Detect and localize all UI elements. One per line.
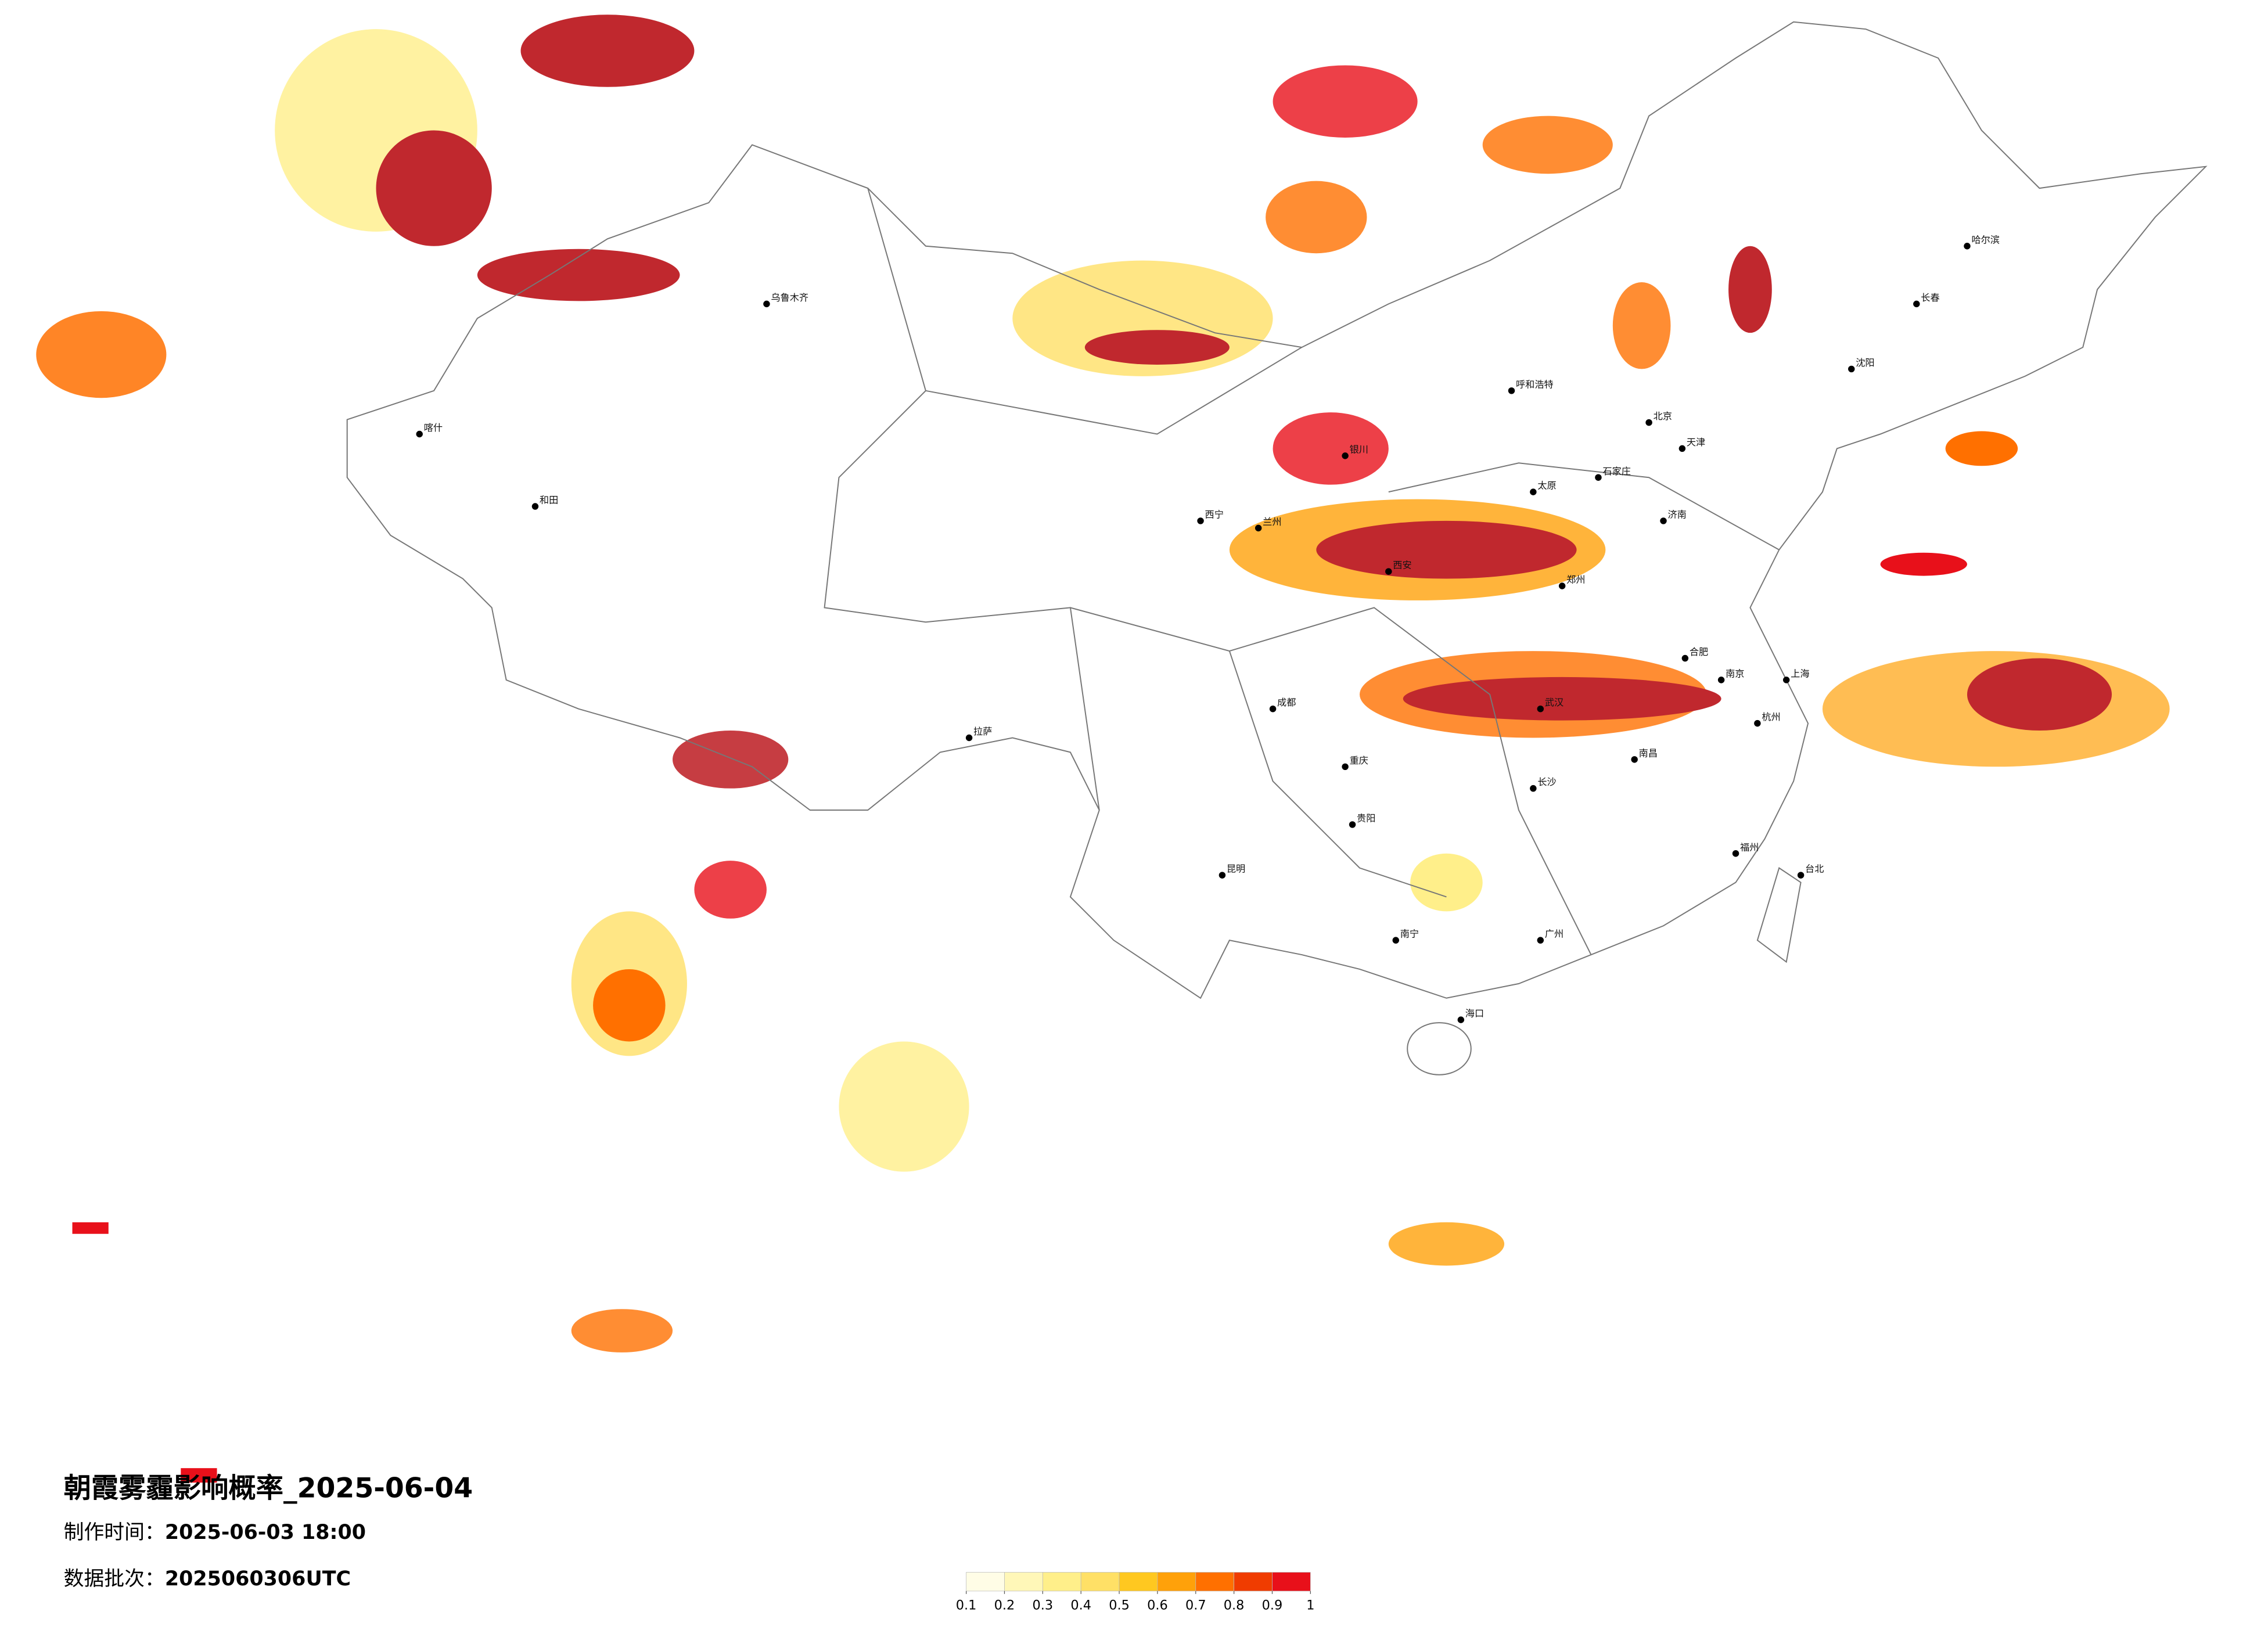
city-dot	[1457, 1016, 1465, 1023]
legend-tick-label: 0.3	[1033, 1598, 1054, 1613]
city-label: 成都	[1277, 697, 1296, 708]
legend-tick-label: 0.8	[1224, 1598, 1245, 1613]
city-dot	[1678, 445, 1686, 452]
city-label: 南宁	[1400, 929, 1419, 940]
city-label: 南京	[1726, 668, 1744, 679]
city-dot	[965, 734, 973, 742]
legend-tick-label: 0.2	[994, 1598, 1015, 1613]
city-dot	[1537, 705, 1544, 713]
city-dot	[1342, 763, 1349, 771]
city-label: 昆明	[1227, 864, 1245, 875]
city-label: 重庆	[1350, 755, 1368, 766]
city-label: 沈阳	[1856, 357, 1874, 368]
city-label: 西安	[1393, 560, 1411, 571]
city-dot	[531, 503, 539, 510]
city-dot	[1631, 756, 1638, 763]
city-dot	[1717, 677, 1725, 684]
city-label: 天津	[1687, 437, 1705, 448]
city-label: 南昌	[1639, 747, 1658, 758]
city-dot	[1508, 387, 1515, 394]
city-dot	[1913, 300, 1920, 308]
city-label: 贵阳	[1357, 812, 1375, 823]
legend-tick-label: 0.5	[1109, 1598, 1130, 1613]
city-label: 呼和浩特	[1516, 379, 1554, 390]
legend-swatch	[1157, 1572, 1196, 1592]
legend-tick-label: 0.6	[1147, 1598, 1168, 1613]
city-dot	[1848, 365, 1855, 373]
city-label: 长沙	[1537, 776, 1556, 787]
city-label: 杭州	[1762, 711, 1780, 722]
city-dot	[763, 300, 770, 308]
city-label: 武汉	[1545, 697, 1563, 708]
color-legend: 0.1 0.2 0.3 0.4 0.5 0.6 0.7 0.8 0.9 1	[956, 1572, 1314, 1613]
city-label: 郑州	[1566, 574, 1585, 585]
legend-tick-label: 1	[1306, 1598, 1314, 1613]
city-dot	[1530, 785, 1537, 792]
city-label: 福州	[1740, 841, 1759, 852]
city-label: 银川	[1350, 444, 1368, 455]
city-dot	[1385, 568, 1392, 575]
city-label: 西宁	[1205, 509, 1224, 520]
city-dot	[1537, 937, 1544, 944]
city-dot	[1660, 517, 1667, 524]
city-label: 广州	[1545, 929, 1563, 940]
city-dot	[1197, 517, 1204, 524]
legend-swatch	[1234, 1572, 1273, 1592]
legend-tick-label: 0.9	[1262, 1598, 1283, 1613]
city-label: 太原	[1537, 480, 1556, 491]
legend-swatch	[1272, 1572, 1311, 1592]
city-dot	[1754, 720, 1761, 727]
legend-tick-label: 0.1	[956, 1598, 977, 1613]
city-dot	[1732, 850, 1739, 857]
city-label: 石家庄	[1602, 466, 1631, 477]
legend-swatch	[1195, 1572, 1234, 1592]
city-dot	[1392, 937, 1399, 944]
legend-swatch	[966, 1572, 1005, 1592]
map-title: 朝霞雾霾影响概率_2025-06-04	[64, 1473, 473, 1505]
city-dot	[1255, 524, 1262, 532]
legend-swatch	[1080, 1572, 1120, 1592]
city-dot	[1349, 821, 1356, 828]
batch-label-text: 数据批次：	[64, 1567, 165, 1591]
city-label: 合肥	[1690, 646, 1708, 657]
boundaries	[346, 21, 2208, 1075]
city-dot	[1782, 677, 1790, 684]
city-label: 兰州	[1263, 516, 1281, 527]
city-dot	[1342, 452, 1349, 459]
legend-swatch	[1119, 1572, 1158, 1592]
city-dot	[1797, 872, 1805, 879]
batch-value: 2025060306UTC	[165, 1567, 351, 1591]
city-dot	[1558, 582, 1566, 589]
city-label: 海口	[1465, 1008, 1484, 1019]
made-label-text: 制作时间：	[64, 1521, 165, 1544]
city-label: 上海	[1791, 668, 1809, 679]
haze-field	[36, 15, 2170, 1483]
city-label: 乌鲁木齐	[771, 292, 808, 303]
city-label: 长春	[1921, 292, 1939, 303]
legend-tick-label: 0.4	[1070, 1598, 1091, 1613]
city-label: 台北	[1805, 864, 1824, 875]
city-dot	[1681, 654, 1689, 662]
city-dot	[1595, 474, 1602, 481]
made-label: 制作时间：2025-06-03 18:00	[64, 1521, 366, 1544]
made-value: 2025-06-03 18:00	[165, 1521, 366, 1544]
city-label: 哈尔滨	[1971, 234, 2000, 245]
batch-label: 数据批次：2025060306UTC	[64, 1567, 351, 1591]
city-label: 拉萨	[973, 726, 992, 737]
city-label: 济南	[1667, 509, 1686, 520]
legend-tick-label: 0.7	[1185, 1598, 1206, 1613]
city-label: 喀什	[424, 422, 443, 433]
city-label: 北京	[1654, 411, 1672, 422]
city-dot	[1964, 243, 1971, 250]
city-dot	[1269, 705, 1277, 713]
city-dot	[1645, 419, 1652, 426]
legend-swatch	[1004, 1572, 1043, 1592]
city-dot	[416, 430, 423, 438]
city-dot	[1219, 872, 1226, 879]
city-label: 和田	[540, 495, 558, 506]
legend-swatch	[1042, 1572, 1081, 1592]
city-dot	[1530, 488, 1537, 495]
